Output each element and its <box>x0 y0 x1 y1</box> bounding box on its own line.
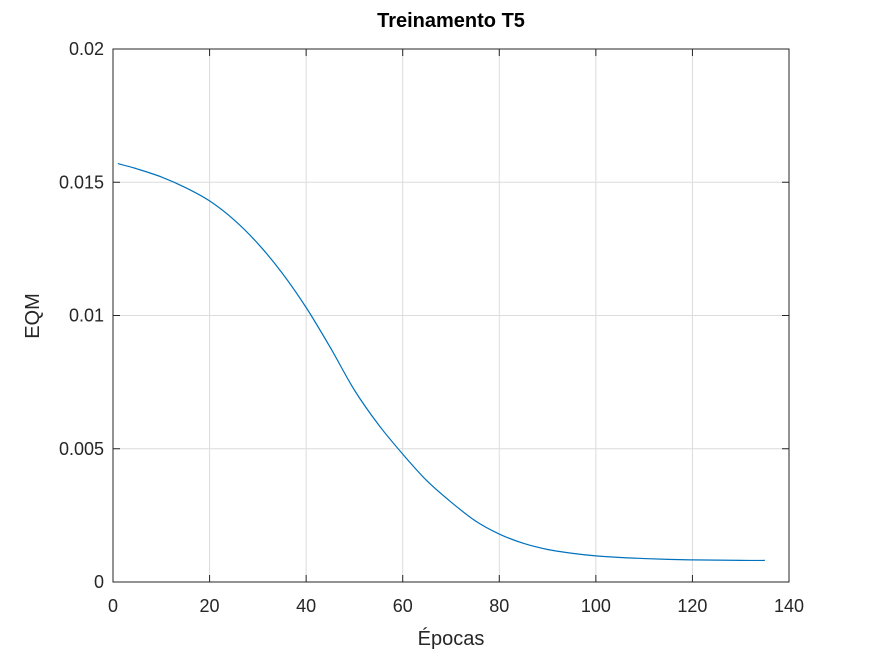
y-tick-label: 0.01 <box>69 306 104 326</box>
x-tick-label: 40 <box>296 596 316 616</box>
y-tick-label: 0.02 <box>69 39 104 59</box>
x-tick-label: 20 <box>200 596 220 616</box>
chart-title: Treinamento T5 <box>377 10 525 32</box>
x-tick-label: 80 <box>489 596 509 616</box>
x-tick-label: 60 <box>393 596 413 616</box>
ticks: 0 20 40 60 80 100 120 140 0 0.005 0.01 0.015 0.02 <box>59 39 804 616</box>
y-tick-label: 0.015 <box>59 172 104 192</box>
x-tick-label: 100 <box>581 596 611 616</box>
y-tick-label: 0.005 <box>59 439 104 459</box>
x-axis-title: Épocas <box>418 627 485 650</box>
series-layer <box>117 163 765 562</box>
grid <box>113 49 789 582</box>
series-line <box>117 163 765 562</box>
y-axis-title: EQM <box>22 293 44 339</box>
x-tick-label: 120 <box>677 596 707 616</box>
x-tick-label: 140 <box>774 596 804 616</box>
x-tick-label: 0 <box>108 596 118 616</box>
y-tick-label: 0 <box>94 572 104 592</box>
